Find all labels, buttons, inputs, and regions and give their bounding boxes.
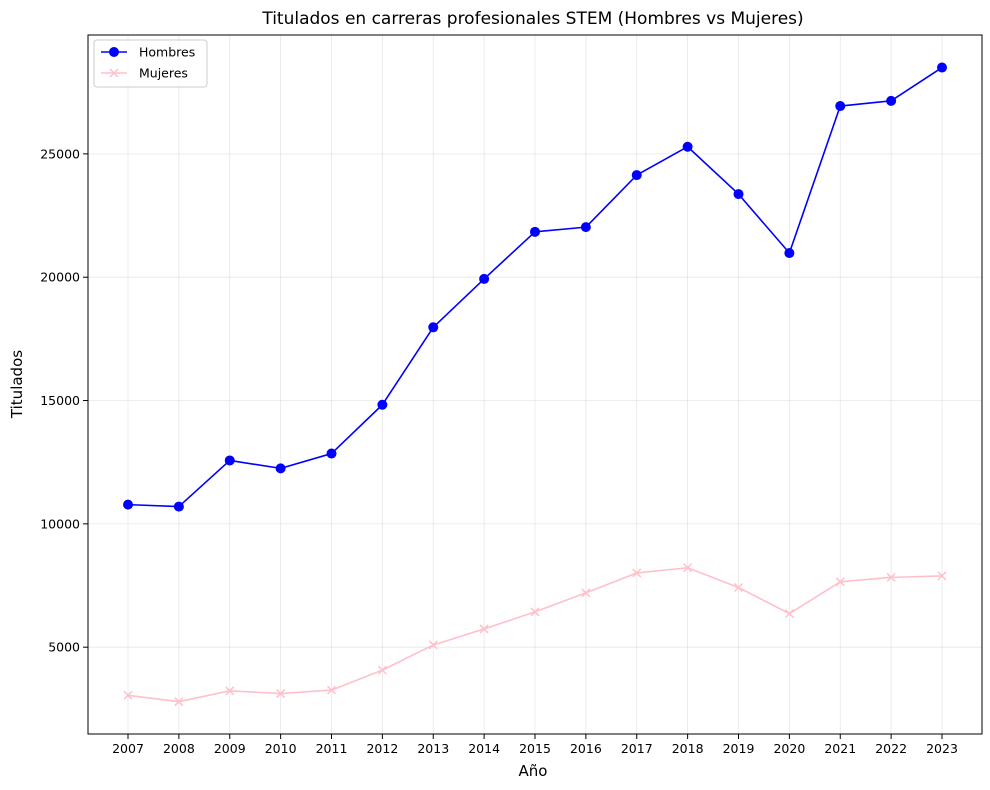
y-tick-label: 25000: [40, 146, 80, 161]
data-point-mujeres: [479, 624, 489, 634]
data-point-hombres: [428, 322, 439, 333]
data-point-hombres: [886, 95, 897, 106]
data-point-hombres: [733, 189, 744, 200]
x-tick-label: 2016: [570, 741, 602, 756]
x-tick-label: 2013: [417, 741, 449, 756]
x-tick-label: 2023: [926, 741, 958, 756]
y-axis: 5000 10000 15000 20000 25000: [40, 146, 88, 655]
data-point-hombres: [835, 101, 846, 112]
x-tick-label: 2017: [621, 741, 653, 756]
data-point-mujeres: [632, 568, 642, 578]
legend-marker: [109, 68, 119, 78]
series-layer: [123, 62, 947, 707]
data-point-hombres: [580, 222, 591, 233]
y-tick-label: 10000: [40, 516, 80, 531]
data-point-hombres: [377, 399, 388, 410]
data-point-mujeres: [683, 563, 693, 573]
x-tick-label: 2019: [723, 741, 755, 756]
data-point-hombres: [937, 62, 947, 73]
x-tick-label: 2011: [316, 741, 348, 756]
y-tick-label: 15000: [40, 393, 80, 408]
data-point-mujeres: [835, 577, 845, 587]
data-point-mujeres: [937, 571, 947, 581]
x-tick-label: 2014: [468, 741, 500, 756]
data-point-hombres: [682, 141, 693, 152]
x-axis-label: Año: [519, 762, 548, 780]
data-point-mujeres: [428, 640, 438, 650]
x-tick-label: 2008: [163, 741, 195, 756]
y-axis-label: Titulados: [8, 350, 26, 419]
data-point-hombres: [631, 170, 642, 181]
data-point-mujeres: [276, 689, 286, 699]
x-tick-label: 2020: [773, 741, 805, 756]
data-point-mujeres: [784, 609, 794, 619]
data-point-mujeres: [174, 697, 184, 707]
x-tick-label: 2021: [824, 741, 856, 756]
data-point-mujeres: [123, 690, 133, 700]
data-point-mujeres: [225, 686, 235, 696]
data-point-mujeres: [886, 572, 896, 582]
legend-marker: [109, 47, 119, 57]
data-point-mujeres: [326, 685, 337, 695]
data-point-hombres: [173, 501, 184, 512]
x-tick-label: 2009: [214, 741, 246, 756]
series-hombres: [123, 62, 947, 512]
y-tick-label: 5000: [48, 640, 80, 655]
data-point-hombres: [479, 273, 490, 284]
x-axis: 2007 2008 2009 2010 2011 2012 2013 2014 2015 2016…: [112, 734, 958, 756]
legend-item-hombres: Hombres: [101, 45, 195, 60]
legend-item-mujeres: Mujeres: [101, 66, 188, 81]
legend: Hombres Mujeres: [93, 39, 208, 88]
x-tick-label: 2012: [366, 741, 398, 756]
data-point-mujeres: [377, 665, 387, 675]
data-point-hombres: [275, 463, 286, 474]
data-point-mujeres: [530, 607, 540, 617]
legend-label: Hombres: [139, 45, 195, 60]
data-point-hombres: [224, 455, 235, 466]
chart-title: Titulados en carreras profesionales STEM…: [261, 9, 803, 29]
series-mujeres: [123, 563, 947, 707]
data-point-mujeres: [733, 582, 744, 593]
legend-label: Mujeres: [139, 66, 188, 81]
data-point-mujeres: [581, 588, 591, 598]
data-point-hombres: [784, 248, 795, 259]
x-tick-label: 2022: [875, 741, 907, 756]
x-tick-label: 2018: [672, 741, 704, 756]
grid: [88, 35, 982, 734]
data-point-hombres: [326, 448, 337, 459]
x-tick-label: 2010: [265, 741, 297, 756]
x-tick-label: 2015: [519, 741, 551, 756]
data-point-hombres: [530, 226, 540, 237]
x-tick-label: 2007: [112, 741, 144, 756]
data-point-hombres: [123, 499, 133, 510]
y-tick-label: 20000: [40, 270, 80, 285]
